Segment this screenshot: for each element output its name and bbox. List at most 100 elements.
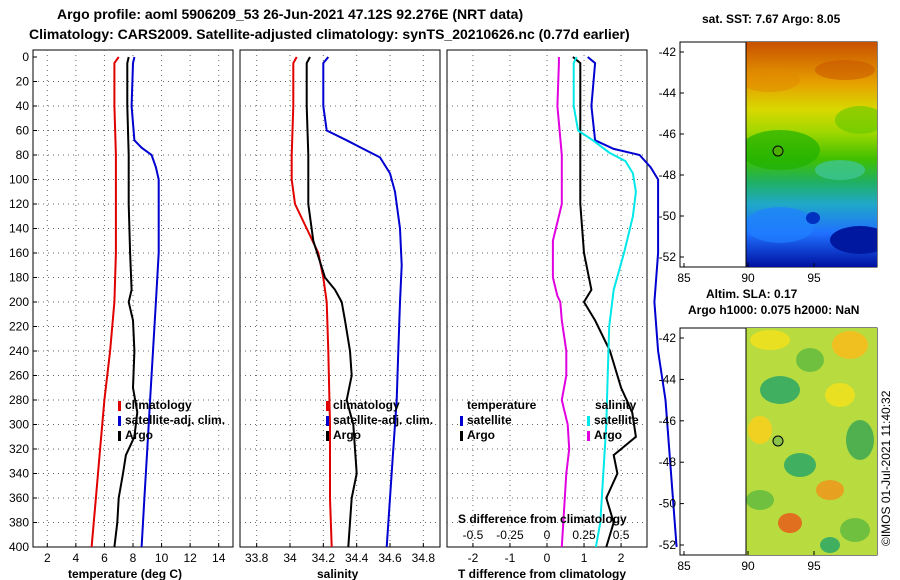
y-tick-label: 300: [9, 418, 29, 432]
s-tick-label: -0.5: [463, 528, 484, 542]
legend-title-temperature: temperature: [467, 398, 537, 412]
s-tick-label: 0.25: [572, 528, 596, 542]
sst-patch: [746, 207, 815, 243]
lat-tick-label: -42: [659, 331, 677, 345]
x-tick-label: 34: [283, 551, 297, 565]
salinity-x-ticks: 33.8 34 34.2 34.4 34.6 34.8: [245, 543, 435, 565]
salinity-axes-frame: [239, 49, 441, 548]
y-tick-label: 320: [9, 442, 29, 456]
s-tick-label: 0.5: [613, 528, 630, 542]
x-tick-label: 2: [44, 551, 51, 565]
series-line-t-argo: [572, 56, 637, 548]
x-tick-label: 12: [183, 551, 197, 565]
difference-series: [551, 56, 678, 548]
lon-tick-label: 95: [807, 559, 821, 573]
lat-tick-label: -50: [659, 209, 677, 223]
legend-swatch-s-argo: [587, 431, 590, 441]
sla-patch: [825, 383, 855, 407]
difference-grid: [447, 50, 647, 547]
sla-patch: [796, 348, 824, 372]
lon-tick-label: 95: [807, 271, 821, 285]
y-tick-label: 100: [9, 173, 29, 187]
lat-tick-label: -52: [659, 250, 677, 264]
sst-patch: [806, 212, 820, 224]
sst-map-lat-ticks: -42 -44 -46 -48 -50 -52: [659, 45, 684, 264]
sst-map-lon-ticks: 85 90 95: [677, 263, 821, 285]
x-tick-label: 8: [130, 551, 137, 565]
legend-label-climatology: climatology: [125, 398, 192, 412]
x-tick-label: 0: [544, 551, 551, 565]
sla-patch: [748, 416, 772, 444]
difference-legend: temperature satellite Argo salinity sate…: [460, 398, 639, 442]
sst-patch: [835, 106, 877, 134]
sst-patch: [746, 130, 820, 170]
series-line-satellite-adj-clim-: [322, 56, 403, 548]
sla-patch: [816, 480, 844, 500]
salinity-legend: climatology satellite-adj. clim. Argo: [326, 398, 433, 442]
credit-text: ©IMOS 01-Jul-2021 11:40:32: [879, 390, 893, 546]
argo-location-marker: [772, 435, 784, 447]
sst-patch: [815, 160, 865, 180]
x-tick-label: 34.2: [312, 551, 336, 565]
lat-tick-label: -46: [659, 414, 677, 428]
legend-label-argo: Argo: [125, 428, 153, 442]
series-line-climatology: [90, 56, 120, 548]
sla-patch: [760, 376, 800, 404]
salinity-chart: 33.8 34 34.2 34.4 34.6 34.8 salinity climatol…: [239, 49, 441, 580]
sst-map: sat. SST: 7.67 Argo: 8.05 -42 -44 -46 -48 -5…: [659, 12, 878, 285]
series-line-s-satellite: [572, 56, 637, 548]
x-tick-label: 14: [212, 551, 226, 565]
lon-tick-label: 85: [677, 559, 691, 573]
temperature-xlabel: temperature (deg C): [68, 567, 182, 580]
difference-chart: -2 -1 0 1 2 -0.5 -0.25 0 0.25 0.5 S difference f…: [446, 49, 678, 580]
sst-patch: [815, 60, 875, 80]
difference-x-ticks: -2 -1 0 1 2: [468, 543, 625, 565]
sla-patch: [832, 331, 868, 359]
y-tick-label: 140: [9, 222, 29, 236]
lat-tick-label: -42: [659, 45, 677, 59]
difference-axes-frame: [446, 49, 648, 548]
sla-map-title-line2: Argo h1000: 0.075 h2000: NaN: [688, 303, 859, 317]
y-tick-label: 400: [9, 540, 29, 554]
sla-map-title-line1: Altim. SLA: 0.17: [706, 287, 798, 301]
difference-s-ticks: -0.5 -0.25 0 0.25 0.5: [463, 528, 630, 542]
s-tick-label: -0.25: [496, 528, 524, 542]
sst-field: [746, 42, 877, 267]
lon-tick-label: 90: [741, 271, 755, 285]
y-tick-label: 180: [9, 271, 29, 285]
sla-map-lat-ticks: -42 -44 -46 -48 -50 -52: [659, 331, 684, 552]
series-line-s-argo: [551, 57, 571, 548]
sst-patch: [830, 226, 877, 254]
y-tick-label: 200: [9, 295, 29, 309]
lon-tick-label: 85: [677, 271, 691, 285]
sla-field: [746, 328, 877, 555]
sla-map-frame: [679, 327, 878, 556]
temperature-depth-ticks: 0 20 40 60 80 100 120 140 160 180 200 220 240 260 280 3…: [9, 50, 37, 554]
lon-tick-label: 90: [741, 559, 755, 573]
y-tick-label: 20: [16, 75, 30, 89]
x-tick-label: 33.8: [245, 551, 269, 565]
x-tick-label: 10: [155, 551, 169, 565]
y-tick-label: 220: [9, 320, 29, 334]
sla-patch: [784, 453, 816, 477]
temperature-chart: 0 20 40 60 80 100 120 140 160 180 200 220 240 260 280 3…: [9, 49, 234, 580]
temperature-grid: [33, 50, 233, 547]
series-line-argo: [305, 56, 358, 548]
header-line2: Climatology: CARS2009. Satellite-adjuste…: [29, 26, 630, 42]
salinity-xlabel: salinity: [317, 567, 359, 580]
header-line1: Argo profile: aoml 5906209_53 26-Jun-202…: [57, 6, 524, 22]
legend-title-salinity: salinity: [595, 398, 637, 412]
series-line-argo: [113, 56, 139, 548]
y-tick-label: 240: [9, 344, 29, 358]
legend-swatch-climatology: [118, 401, 121, 411]
sla-patch: [846, 420, 874, 460]
temperature-legend: climatology satellite-adj. clim. Argo: [118, 398, 225, 442]
x-tick-label: 1: [581, 551, 588, 565]
x-tick-label: 6: [101, 551, 108, 565]
sla-patch: [820, 537, 840, 553]
y-tick-label: 340: [9, 467, 29, 481]
difference-xlabel: T difference from climatology: [458, 567, 626, 580]
sst-gradient: [746, 42, 877, 267]
sla-patch: [750, 330, 790, 350]
series-line-climatology: [290, 56, 333, 548]
